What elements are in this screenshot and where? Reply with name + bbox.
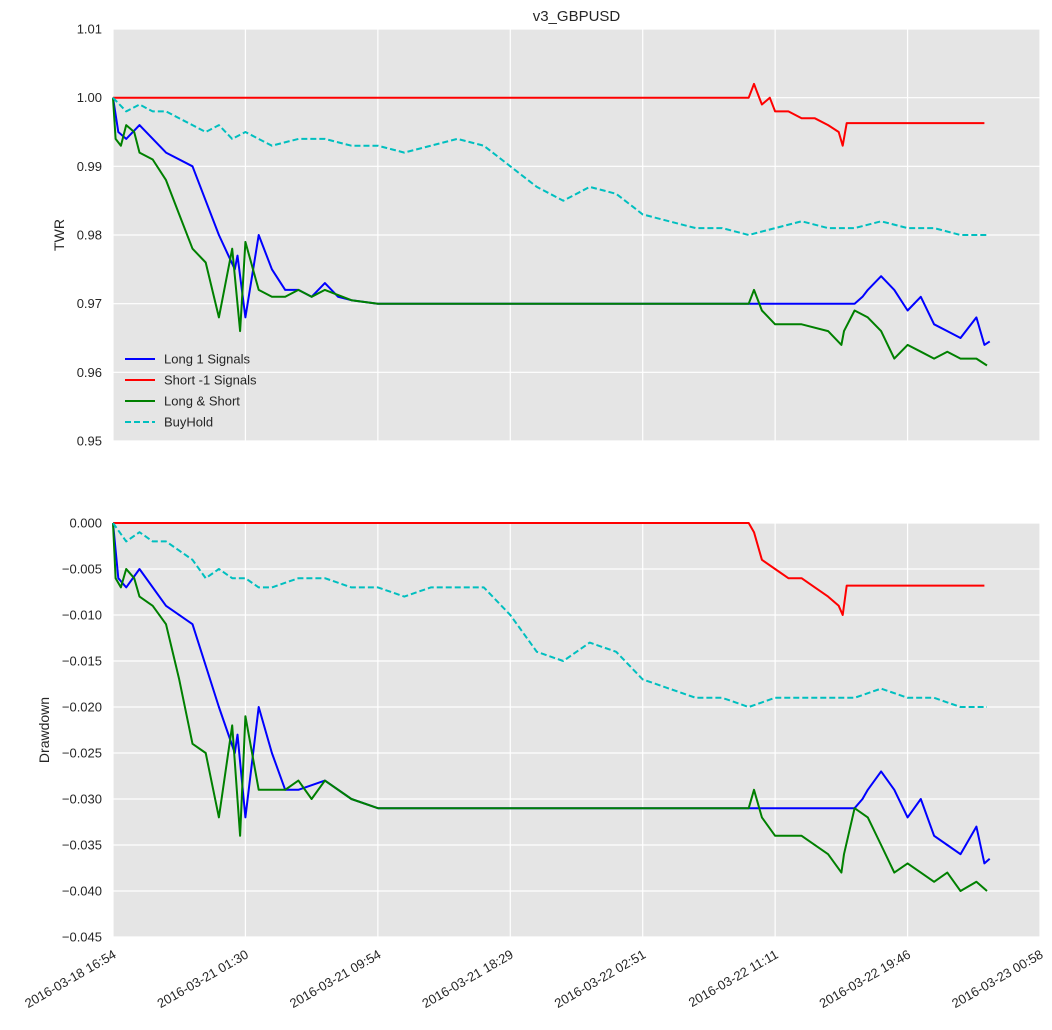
legend-label: Long & Short [164, 394, 240, 409]
x-tick-label: 2016-03-23 00:58 [949, 947, 1045, 1011]
series-line-buyhold [112, 97, 987, 236]
y-tick-label: 0.95 [77, 434, 102, 449]
y-tick-label: −0.005 [62, 562, 102, 577]
legend-label: BuyHold [164, 415, 213, 430]
x-tick-label: 2016-03-18 16:54 [22, 947, 118, 1011]
x-tick-label: 2016-03-21 01:30 [155, 947, 251, 1011]
series-line-long-short [112, 522, 988, 892]
legend: Long 1 Signals Short -1 Signals Long & Sho… [125, 352, 257, 430]
y-tick-label: −0.010 [62, 608, 102, 623]
y-tick-label: −0.015 [62, 654, 102, 669]
y-tick-label: −0.040 [62, 884, 102, 899]
chart-title: v3_GBPUSD [533, 8, 621, 25]
series-line-buyhold [112, 522, 987, 708]
legend-label: Long 1 Signals [164, 352, 251, 367]
drawdown-panel: 0.000 −0.005 −0.010 −0.015 −0.020 −0.025 −0.03… [36, 516, 1041, 945]
series-line-short-1-signals [113, 522, 985, 616]
x-axis-tick-labels: 2016-03-18 16:54 2016-03-21 01:30 2016-03-… [22, 947, 1045, 1011]
y-tick-label: −0.045 [62, 930, 102, 945]
series-line-long-short [112, 97, 988, 367]
x-tick-label: 2016-03-22 02:51 [552, 947, 648, 1011]
y-tick-label: −0.020 [62, 700, 102, 715]
y-tick-label: 1.01 [77, 22, 102, 37]
x-tick-label: 2016-03-22 19:46 [817, 947, 913, 1011]
y-tick-label: 0.96 [77, 365, 102, 380]
twr-panel: 1.01 1.00 0.99 0.98 0.97 0.96 0.95 TWR v3_GBPUSD… [51, 8, 1041, 449]
y-tick-label: 0.000 [69, 516, 102, 531]
plot-area [113, 523, 1040, 937]
legend-label: Short -1 Signals [164, 373, 257, 388]
y-tick-label: −0.025 [62, 746, 102, 761]
y-tick-label: 1.00 [77, 90, 102, 105]
x-tick-label: 2016-03-21 09:54 [287, 947, 383, 1011]
y-tick-label: 0.98 [77, 228, 102, 243]
y-tick-label: 0.97 [77, 296, 102, 311]
y-axis-label: TWR [51, 219, 67, 251]
y-tick-label: −0.035 [62, 838, 102, 853]
y-tick-label: −0.030 [62, 792, 102, 807]
x-tick-label: 2016-03-21 18:29 [419, 947, 515, 1011]
series-line-short-1-signals [113, 82, 985, 147]
x-tick-label: 2016-03-22 11:11 [686, 947, 781, 1010]
y-axis-label: Drawdown [36, 697, 52, 763]
y-tick-label: 0.99 [77, 159, 102, 174]
